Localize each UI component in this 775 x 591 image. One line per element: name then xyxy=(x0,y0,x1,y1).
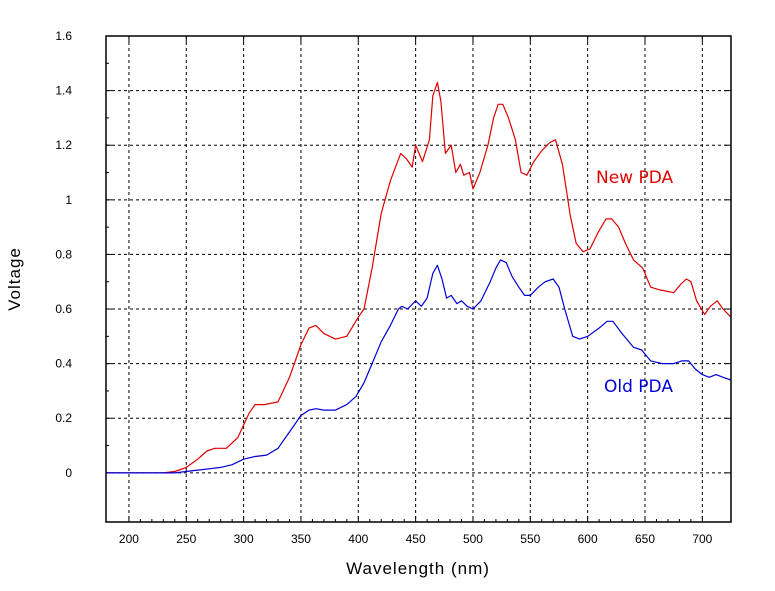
x-tick-label: 200 xyxy=(119,532,139,546)
series-label-new-pda: New PDA xyxy=(596,168,674,188)
tick-marks xyxy=(106,35,731,522)
series-label-old-pda: Old PDA xyxy=(604,377,673,397)
x-tick-label: 450 xyxy=(406,532,426,546)
x-tick-labels: 200 250 300 350 400 450 500 550 600 650 700 xyxy=(119,532,713,546)
y-tick-label: 1.4 xyxy=(55,84,72,98)
x-axis-title: Wavelength (nm) xyxy=(346,559,490,578)
x-tick-label: 700 xyxy=(692,532,712,546)
series-line-old-pda xyxy=(106,259,732,474)
y-tick-label: 0.6 xyxy=(55,302,72,316)
y-axis-title: Voltage xyxy=(5,247,24,311)
x-tick-label: 650 xyxy=(635,532,655,546)
y-tick-label: 0.8 xyxy=(55,247,72,261)
y-tick-label: 0.4 xyxy=(55,357,72,371)
x-tick-label: 600 xyxy=(578,532,598,546)
x-tick-label: 500 xyxy=(463,532,483,546)
x-tick-label: 250 xyxy=(176,532,196,546)
plot-frame xyxy=(105,35,732,523)
x-tick-label: 550 xyxy=(520,532,540,546)
y-tick-label: 1.6 xyxy=(55,29,72,43)
series-line-new-pda xyxy=(106,81,732,474)
y-tick-labels: 0 0.2 0.4 0.6 0.8 1 1.2 1.4 1.6 xyxy=(55,29,72,480)
x-tick-label: 400 xyxy=(348,532,368,546)
y-tick-label: 0 xyxy=(65,466,72,480)
y-tick-label: 1.2 xyxy=(55,138,72,152)
series-lines xyxy=(106,81,732,474)
gridlines xyxy=(106,35,731,522)
y-tick-label: 1 xyxy=(65,193,72,207)
y-tick-label: 0.2 xyxy=(55,411,72,425)
x-tick-label: 350 xyxy=(291,532,311,546)
x-tick-label: 300 xyxy=(234,532,254,546)
